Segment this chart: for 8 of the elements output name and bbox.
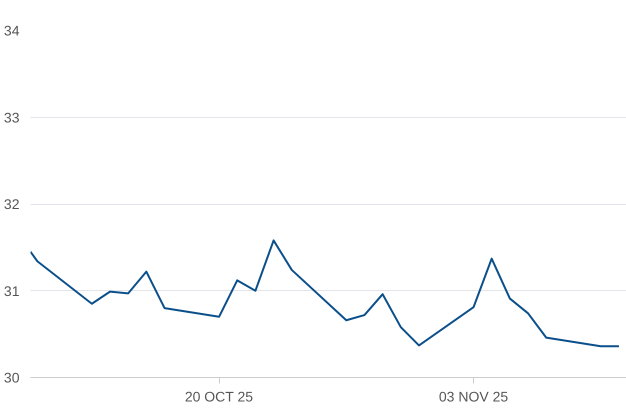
x-tick-label: 20 OCT 25 <box>184 388 254 404</box>
y-tick-label: 33 <box>4 109 20 126</box>
line-series <box>30 239 620 348</box>
y-tick-label: 30 <box>4 370 20 386</box>
x-tick-label: 03 NOV 25 <box>438 388 508 404</box>
y-tick-label: 32 <box>4 196 20 212</box>
y-tick-label: 31 <box>4 282 20 299</box>
y-tick-label: 34 <box>4 22 20 38</box>
